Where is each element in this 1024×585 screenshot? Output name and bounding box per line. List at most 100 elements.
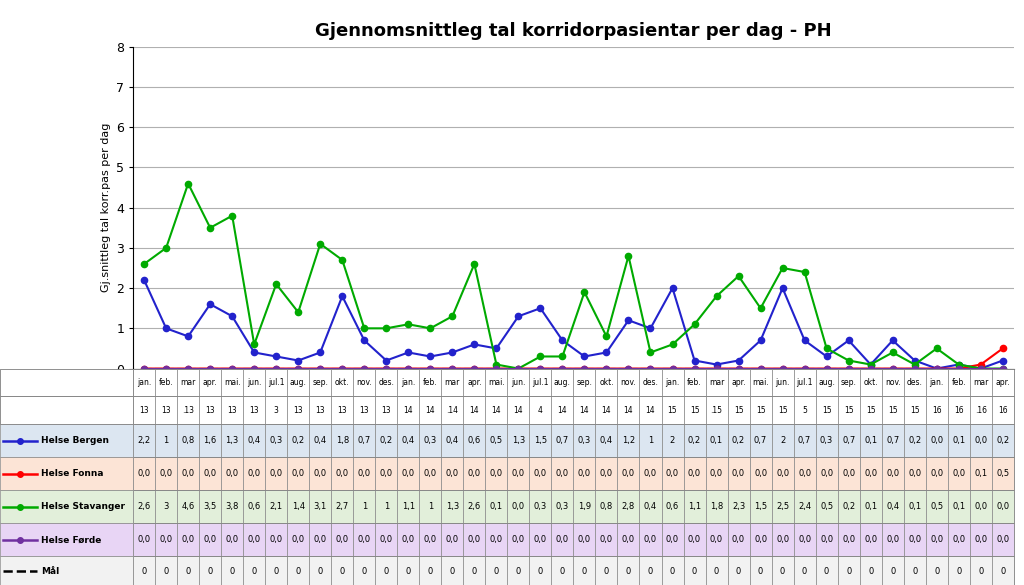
FancyBboxPatch shape bbox=[309, 424, 332, 457]
Text: 1,8: 1,8 bbox=[336, 436, 349, 445]
Text: 1,6: 1,6 bbox=[204, 436, 217, 445]
FancyBboxPatch shape bbox=[727, 457, 750, 490]
FancyBboxPatch shape bbox=[772, 524, 794, 556]
Text: 0: 0 bbox=[208, 567, 213, 576]
Text: 15: 15 bbox=[888, 405, 897, 415]
FancyBboxPatch shape bbox=[639, 490, 662, 524]
FancyBboxPatch shape bbox=[639, 524, 662, 556]
Text: 0,0: 0,0 bbox=[468, 469, 481, 478]
FancyBboxPatch shape bbox=[573, 424, 596, 457]
Text: 0,0: 0,0 bbox=[732, 535, 745, 545]
FancyBboxPatch shape bbox=[596, 457, 617, 490]
FancyBboxPatch shape bbox=[199, 490, 221, 524]
Text: 0: 0 bbox=[692, 567, 697, 576]
FancyBboxPatch shape bbox=[508, 524, 529, 556]
FancyBboxPatch shape bbox=[750, 490, 772, 524]
FancyBboxPatch shape bbox=[596, 396, 617, 424]
FancyBboxPatch shape bbox=[948, 556, 970, 585]
FancyBboxPatch shape bbox=[882, 424, 903, 457]
Text: 0,4: 0,4 bbox=[644, 503, 657, 511]
Text: 14: 14 bbox=[624, 405, 633, 415]
FancyBboxPatch shape bbox=[727, 524, 750, 556]
FancyBboxPatch shape bbox=[727, 424, 750, 457]
Text: 0,6: 0,6 bbox=[248, 503, 261, 511]
FancyBboxPatch shape bbox=[397, 396, 420, 424]
FancyBboxPatch shape bbox=[970, 524, 991, 556]
Text: sep.: sep. bbox=[841, 378, 857, 387]
Text: 0,4: 0,4 bbox=[248, 436, 261, 445]
Text: nov.: nov. bbox=[621, 378, 636, 387]
Text: 0,0: 0,0 bbox=[248, 469, 261, 478]
FancyBboxPatch shape bbox=[529, 424, 551, 457]
FancyBboxPatch shape bbox=[903, 369, 926, 396]
FancyBboxPatch shape bbox=[727, 556, 750, 585]
FancyBboxPatch shape bbox=[156, 396, 177, 424]
Text: 0,0: 0,0 bbox=[225, 469, 239, 478]
FancyBboxPatch shape bbox=[0, 490, 133, 524]
Text: 15: 15 bbox=[822, 405, 831, 415]
Text: 0,1: 0,1 bbox=[952, 436, 966, 445]
Text: jun.: jun. bbox=[511, 378, 525, 387]
FancyBboxPatch shape bbox=[596, 556, 617, 585]
Text: 0: 0 bbox=[252, 567, 257, 576]
Text: 0,5: 0,5 bbox=[820, 503, 834, 511]
Text: 2,5: 2,5 bbox=[776, 503, 790, 511]
FancyBboxPatch shape bbox=[551, 556, 573, 585]
Text: 0,0: 0,0 bbox=[204, 469, 217, 478]
Text: 0,0: 0,0 bbox=[336, 469, 349, 478]
Text: 0,0: 0,0 bbox=[952, 469, 966, 478]
FancyBboxPatch shape bbox=[0, 396, 133, 424]
Text: 0,4: 0,4 bbox=[600, 436, 613, 445]
FancyBboxPatch shape bbox=[309, 396, 332, 424]
FancyBboxPatch shape bbox=[0, 369, 133, 396]
Text: 0: 0 bbox=[604, 567, 609, 576]
Text: 0,0: 0,0 bbox=[754, 535, 767, 545]
Text: 0,1: 0,1 bbox=[489, 503, 503, 511]
Y-axis label: Gj.snittleg tal korr.pas per dag: Gj.snittleg tal korr.pas per dag bbox=[100, 123, 111, 292]
Text: 0: 0 bbox=[736, 567, 741, 576]
Text: 0: 0 bbox=[648, 567, 653, 576]
Text: mar: mar bbox=[709, 378, 724, 387]
FancyBboxPatch shape bbox=[573, 369, 596, 396]
Text: 1,3: 1,3 bbox=[512, 436, 525, 445]
Text: 0,0: 0,0 bbox=[666, 535, 679, 545]
FancyBboxPatch shape bbox=[199, 424, 221, 457]
Text: 3,1: 3,1 bbox=[313, 503, 327, 511]
Text: 0,0: 0,0 bbox=[578, 469, 591, 478]
FancyBboxPatch shape bbox=[706, 457, 727, 490]
Text: Mål: Mål bbox=[41, 567, 59, 576]
Text: Helse Førde: Helse Førde bbox=[41, 535, 101, 545]
FancyBboxPatch shape bbox=[376, 424, 397, 457]
FancyBboxPatch shape bbox=[706, 424, 727, 457]
FancyBboxPatch shape bbox=[639, 457, 662, 490]
Text: 0: 0 bbox=[714, 567, 719, 576]
Text: 14: 14 bbox=[470, 405, 479, 415]
Text: 0,0: 0,0 bbox=[754, 469, 767, 478]
FancyBboxPatch shape bbox=[662, 457, 684, 490]
Text: okt.: okt. bbox=[863, 378, 878, 387]
FancyBboxPatch shape bbox=[332, 524, 353, 556]
FancyBboxPatch shape bbox=[750, 396, 772, 424]
Text: 14: 14 bbox=[514, 405, 523, 415]
FancyBboxPatch shape bbox=[926, 556, 948, 585]
FancyBboxPatch shape bbox=[0, 457, 133, 490]
Text: 1,9: 1,9 bbox=[578, 503, 591, 511]
Text: 0: 0 bbox=[780, 567, 785, 576]
Text: 3,8: 3,8 bbox=[225, 503, 239, 511]
Text: 14: 14 bbox=[426, 405, 435, 415]
Text: 0,0: 0,0 bbox=[930, 535, 943, 545]
Text: 0,0: 0,0 bbox=[908, 535, 922, 545]
Text: 0: 0 bbox=[846, 567, 851, 576]
FancyBboxPatch shape bbox=[639, 424, 662, 457]
Text: 0,0: 0,0 bbox=[864, 469, 878, 478]
Text: 0,0: 0,0 bbox=[336, 535, 349, 545]
Text: 0,0: 0,0 bbox=[269, 469, 283, 478]
Text: 0,0: 0,0 bbox=[776, 535, 790, 545]
FancyBboxPatch shape bbox=[926, 424, 948, 457]
FancyBboxPatch shape bbox=[133, 524, 156, 556]
FancyBboxPatch shape bbox=[529, 457, 551, 490]
Text: apr.: apr. bbox=[995, 378, 1010, 387]
Text: 0,0: 0,0 bbox=[600, 469, 613, 478]
FancyBboxPatch shape bbox=[221, 369, 244, 396]
Text: 0,3: 0,3 bbox=[424, 436, 437, 445]
